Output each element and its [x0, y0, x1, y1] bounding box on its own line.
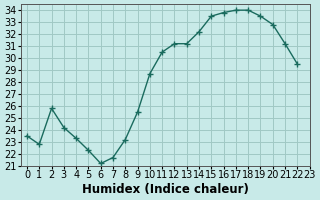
- X-axis label: Humidex (Indice chaleur): Humidex (Indice chaleur): [82, 183, 249, 196]
